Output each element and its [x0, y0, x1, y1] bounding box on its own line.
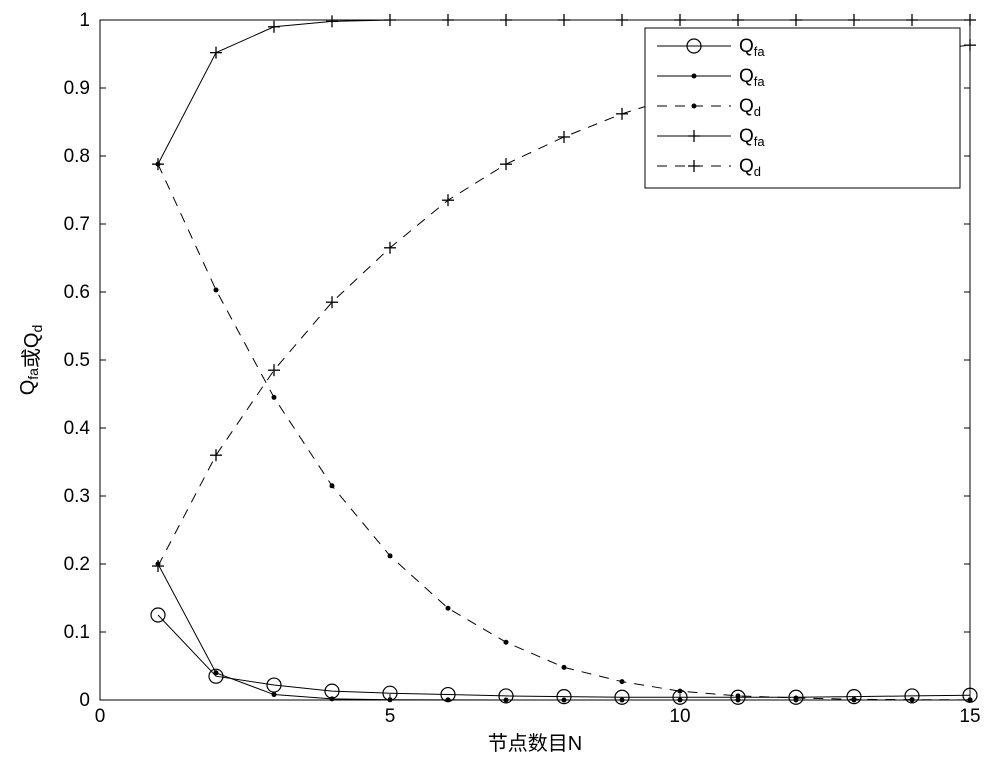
y-tick-label: 0.2	[64, 554, 90, 575]
x-tick-label: 10	[669, 706, 690, 727]
x-tick-label: 0	[95, 706, 106, 727]
y-tick-label: 0.4	[64, 418, 91, 439]
x-axis-label: 节点数目N	[488, 732, 582, 755]
y-tick-label: 0	[79, 690, 90, 711]
x-tick-label: 15	[959, 706, 980, 727]
y-tick-label: 0.8	[64, 146, 90, 167]
chart-container: 0 5 10 15 0 0.1 0.2 0.3 0.4 0.5 0.6 0.7 0.8 0.9 1 节点数目N…	[0, 0, 1000, 775]
y-tick-label: 0.1	[64, 622, 90, 643]
y-tick-label: 0.6	[64, 282, 90, 303]
y-tick-label: 0.9	[64, 78, 90, 99]
y-tick-label: 0.5	[64, 350, 90, 371]
y-tick-label: 0.3	[64, 486, 90, 507]
y-tick-label: 0.7	[64, 214, 90, 235]
chart-svg: 0 5 10 15 0 0.1 0.2 0.3 0.4 0.5 0.6 0.7 0.8 0.9 1 节点数目N…	[0, 0, 1000, 775]
y-tick-label: 1	[79, 10, 90, 31]
legend-box	[645, 28, 960, 188]
legend: QfaQfaQdQfaQd	[645, 28, 960, 188]
x-tick-label: 5	[385, 706, 396, 727]
